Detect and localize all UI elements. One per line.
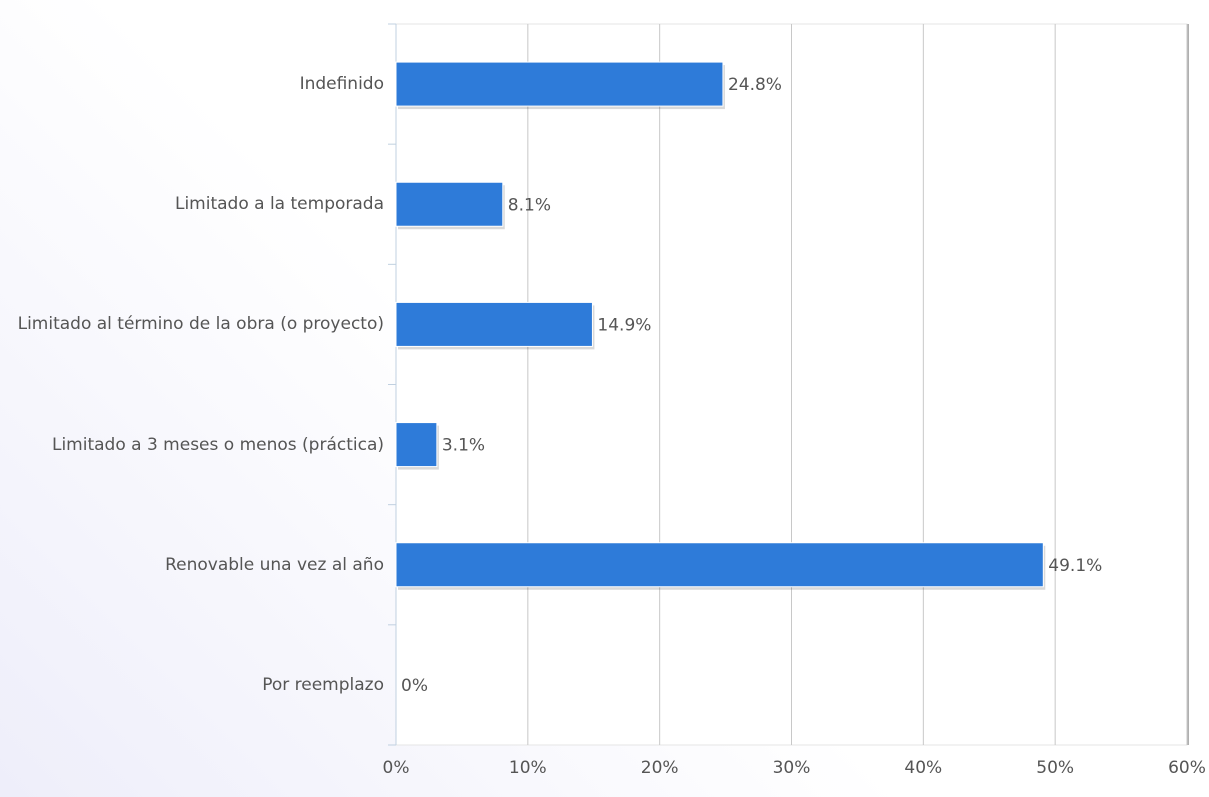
y-tick-label: Limitado a 3 meses o menos (práctica) — [51, 434, 384, 455]
value-label: 14.9% — [597, 315, 651, 335]
x-tick-label: 20% — [641, 758, 679, 778]
x-tick-label: 10% — [509, 758, 547, 778]
x-tick-label: 50% — [1036, 758, 1074, 778]
x-tick-label: 60% — [1168, 758, 1206, 778]
y-tick-label: Indefinido — [299, 74, 384, 95]
value-label: 8.1% — [508, 195, 551, 215]
y-tick-label: Limitado al término de la obra (o proyec… — [17, 314, 384, 335]
x-tick-label: 0% — [383, 758, 410, 778]
bar — [395, 422, 438, 468]
value-label: 24.8% — [728, 75, 782, 95]
bar — [395, 301, 593, 347]
bar — [395, 542, 1044, 588]
value-label: 0% — [401, 676, 428, 696]
bar — [395, 61, 724, 107]
y-tick-label: Limitado a la temporada — [174, 194, 384, 215]
value-label: 49.1% — [1048, 556, 1102, 576]
y-tick-label: Por reemplazo — [262, 674, 384, 695]
value-label: 3.1% — [442, 436, 485, 456]
x-tick-label: 40% — [904, 758, 942, 778]
bar — [395, 181, 504, 227]
x-tick-label: 30% — [773, 758, 811, 778]
y-tick-label: Renovable una vez al año — [165, 554, 384, 575]
